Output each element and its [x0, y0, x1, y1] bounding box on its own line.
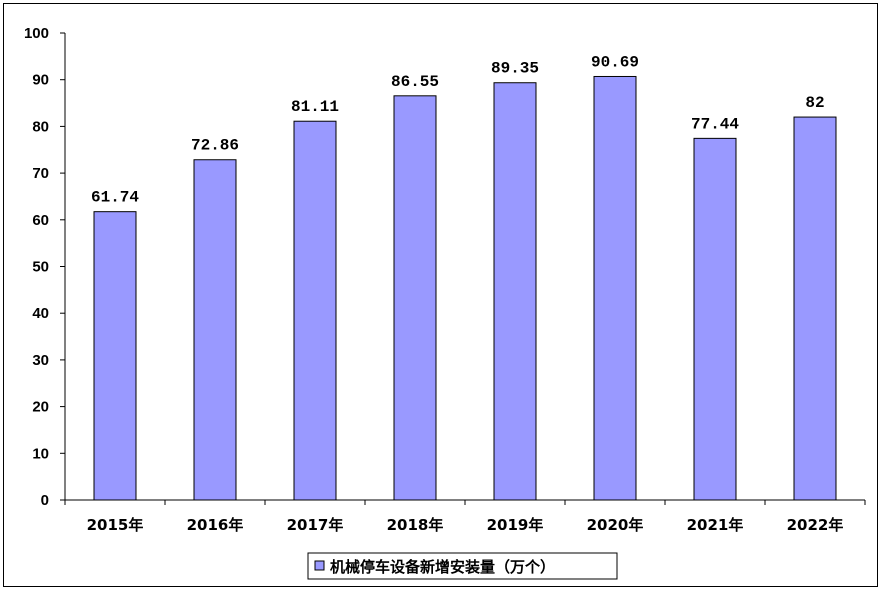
x-tick-label: 2018年: [387, 516, 444, 534]
bar: [793, 116, 837, 501]
bar: [393, 95, 437, 501]
value-labels: 61.74 72.86 81.11 86.55 89.35 90.69 77.44 82: [91, 53, 825, 206]
data-label: 89.35: [491, 60, 539, 78]
x-tick-label: 2016年: [187, 516, 244, 534]
y-tick-label: 70: [32, 165, 49, 182]
legend: 机械停车设备新增安装量（万个）: [307, 552, 618, 580]
data-label: 81.11: [291, 98, 339, 116]
x-tick-label: 2020年: [587, 516, 644, 534]
y-tick-label: 100: [24, 25, 49, 42]
legend-box: [307, 552, 618, 580]
data-label: 72.86: [191, 137, 239, 155]
data-label: 90.69: [591, 53, 639, 71]
data-label: 86.55: [391, 73, 439, 91]
bar: [93, 211, 137, 501]
x-tick-label: 2019年: [487, 516, 544, 534]
bar: [493, 82, 537, 501]
legend-label: 机械停车设备新增安装量（万个）: [330, 558, 555, 576]
y-tick-label: 0: [41, 492, 49, 509]
bar: [293, 120, 337, 501]
bars: [93, 75, 837, 501]
y-tick-label: 50: [32, 259, 49, 276]
data-label: 61.74: [91, 189, 139, 207]
x-tick-label: 2017年: [287, 516, 344, 534]
legend-swatch: [314, 560, 325, 571]
y-tick-label: 40: [32, 305, 49, 322]
data-label: 82: [805, 94, 824, 112]
y-tick-label: 90: [32, 72, 49, 89]
y-tick-label: 20: [32, 399, 49, 416]
x-tick-label: 2015年: [87, 516, 144, 534]
x-tick-label: 2022年: [787, 516, 844, 534]
y-axis: 0 10 20 30 40 50 60 70 80 90 100: [24, 25, 66, 509]
bar: [693, 137, 737, 501]
x-axis: 2015年 2016年 2017年 2018年 2019年 2020年 2021年 2022年: [64, 499, 866, 534]
y-tick-label: 30: [32, 352, 49, 369]
bar: [193, 159, 237, 501]
x-tick-label: 2021年: [687, 516, 744, 534]
y-tick-label: 60: [32, 212, 49, 229]
data-label: 77.44: [691, 115, 739, 133]
bar: [593, 75, 637, 501]
y-tick-label: 80: [32, 118, 49, 135]
y-tick-label: 10: [32, 445, 49, 462]
